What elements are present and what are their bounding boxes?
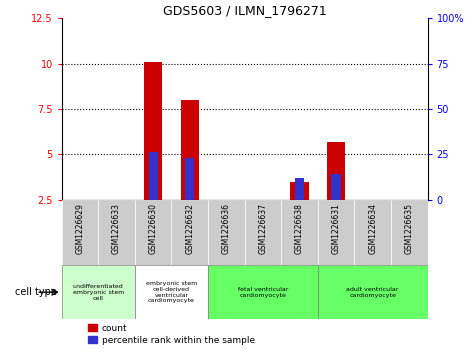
Text: GSM1226629: GSM1226629 — [76, 203, 85, 254]
Bar — [318, 265, 428, 319]
Bar — [332, 174, 341, 200]
Text: GSM1226637: GSM1226637 — [258, 203, 267, 254]
Bar — [208, 200, 245, 265]
Bar — [135, 265, 208, 319]
Text: fetal ventricular
cardiomyocyte: fetal ventricular cardiomyocyte — [238, 287, 288, 298]
Text: GSM1226634: GSM1226634 — [368, 203, 377, 254]
Bar — [245, 200, 281, 265]
Bar — [62, 200, 98, 265]
Text: GSM1226631: GSM1226631 — [332, 203, 341, 254]
Title: GDS5603 / ILMN_1796271: GDS5603 / ILMN_1796271 — [163, 4, 326, 17]
Bar — [290, 182, 309, 200]
Bar — [149, 152, 158, 200]
Text: GSM1226636: GSM1226636 — [222, 203, 231, 254]
Legend: count, percentile rank within the sample: count, percentile rank within the sample — [85, 320, 258, 348]
Bar — [171, 200, 208, 265]
Text: GSM1226633: GSM1226633 — [112, 203, 121, 254]
Text: adult ventricular
cardiomyocyte: adult ventricular cardiomyocyte — [346, 287, 399, 298]
Bar — [281, 200, 318, 265]
Bar — [391, 200, 428, 265]
Text: GSM1226632: GSM1226632 — [185, 203, 194, 254]
Text: cell type: cell type — [15, 287, 57, 297]
Bar — [295, 178, 304, 200]
Bar — [208, 265, 318, 319]
Bar — [98, 200, 135, 265]
Bar — [180, 100, 199, 200]
Text: GSM1226635: GSM1226635 — [405, 203, 414, 254]
Bar — [354, 200, 391, 265]
Bar — [185, 158, 194, 200]
Bar — [327, 142, 345, 200]
Bar — [318, 200, 354, 265]
Text: embryonic stem
cell-derived
ventricular
cardiomyocyte: embryonic stem cell-derived ventricular … — [146, 281, 197, 303]
Text: undifferentiated
embryonic stem
cell: undifferentiated embryonic stem cell — [73, 284, 124, 301]
Text: GSM1226630: GSM1226630 — [149, 203, 158, 254]
Bar — [135, 200, 171, 265]
Bar — [62, 265, 135, 319]
Bar — [144, 62, 162, 200]
Text: GSM1226638: GSM1226638 — [295, 203, 304, 254]
